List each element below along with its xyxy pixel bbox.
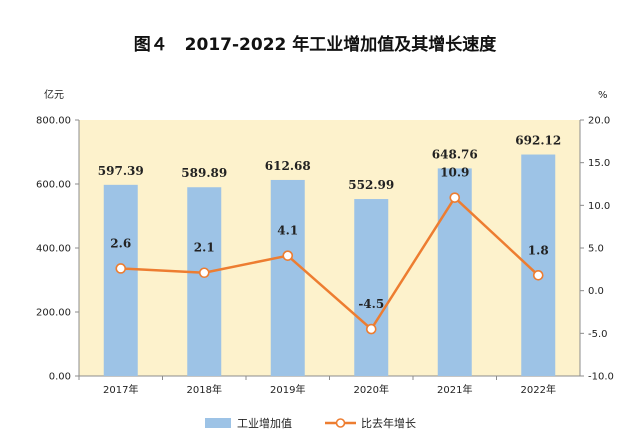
x-tick-label: 2018年 xyxy=(187,383,222,396)
legend-label-line: 比去年增长 xyxy=(361,416,416,430)
bar-value-label: 648.76 xyxy=(432,147,478,161)
growth-value-label: 10.9 xyxy=(440,166,469,180)
growth-point xyxy=(449,192,461,203)
bar xyxy=(187,187,222,376)
x-tick-label: 2020年 xyxy=(354,383,389,396)
growth-point xyxy=(365,323,377,335)
legend-swatch-bar xyxy=(205,418,231,428)
x-tick-label: 2022年 xyxy=(521,383,556,396)
bar-value-label: 692.12 xyxy=(515,134,561,148)
growth-point xyxy=(532,270,544,281)
growth-point xyxy=(282,250,294,261)
legend-marker-line xyxy=(335,418,346,428)
right-tick-label: 15.0 xyxy=(588,158,610,169)
x-tick-label: 2017年 xyxy=(103,383,138,396)
right-tick-label: 10.0 xyxy=(588,201,610,212)
bar-value-label: 612.68 xyxy=(265,159,311,173)
legend: 工业增加值 比去年增长 xyxy=(205,416,416,430)
growth-value-label: 4.1 xyxy=(277,224,298,238)
left-tick-label: 200.00 xyxy=(36,308,71,319)
x-tick-label: 2019年 xyxy=(270,383,305,396)
chart-title: 图４ 2017-2022 年工业增加值及其增长速度 xyxy=(134,34,498,55)
x-tick-label: 2021年 xyxy=(437,383,472,396)
bar xyxy=(270,179,305,376)
legend-label-bar: 工业增加值 xyxy=(237,416,292,430)
bar-value-label: 597.39 xyxy=(98,164,144,178)
growth-line xyxy=(120,195,540,331)
plot-area: 0.00 200.00 400.00 600.00 800.00 -10.0 -5.0 0.0… xyxy=(36,116,614,397)
bar xyxy=(103,184,138,376)
left-tick-label: 400.00 xyxy=(36,244,71,255)
growth-point xyxy=(198,267,210,279)
right-tick-label: 5.0 xyxy=(588,244,604,255)
left-tick-label: 800.00 xyxy=(36,116,71,127)
growth-value-label: 1.8 xyxy=(528,243,549,257)
right-axis-unit: % xyxy=(598,90,608,101)
growth-value-label: -4.5 xyxy=(358,297,384,311)
plot-background xyxy=(79,120,580,376)
right-tick-label: -5.0 xyxy=(588,329,608,340)
bar-value-label: 589.89 xyxy=(181,166,227,180)
left-tick-label: 600.00 xyxy=(36,180,71,191)
growth-point xyxy=(115,263,127,274)
right-tick-label: -10.0 xyxy=(588,372,614,383)
right-tick-label: 0.0 xyxy=(588,286,604,297)
left-tick-label: 0.00 xyxy=(49,372,71,383)
growth-value-label: 2.6 xyxy=(110,236,131,250)
left-axis-unit: 亿元 xyxy=(44,88,64,101)
growth-value-label: 2.1 xyxy=(194,241,215,255)
bar-value-label: 552.99 xyxy=(348,178,394,192)
right-tick-label: 20.0 xyxy=(588,116,610,127)
bar xyxy=(437,168,472,376)
bar xyxy=(354,199,389,376)
